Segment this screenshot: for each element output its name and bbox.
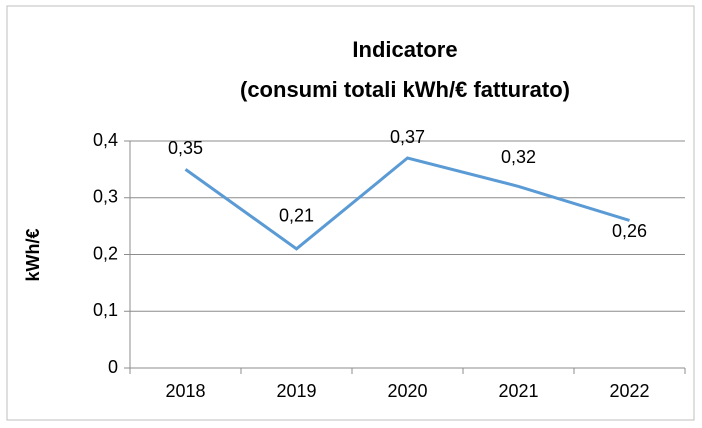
data-label: 0,26: [612, 221, 647, 241]
y-tick-label: 0,1: [93, 300, 118, 320]
y-axis-label: kWh/€: [23, 228, 43, 281]
data-label: 0,32: [501, 147, 536, 167]
data-label: 0,21: [279, 206, 314, 226]
y-tick-label: 0,4: [93, 130, 118, 150]
y-tick-label: 0,2: [93, 243, 118, 263]
x-tick-label: 2018: [165, 381, 205, 401]
x-tick-label: 2022: [609, 381, 649, 401]
x-tick-label: 2020: [387, 381, 427, 401]
chart-title: Indicatore: [352, 37, 457, 62]
chart-title: (consumi totali kWh/€ fatturato): [240, 77, 570, 102]
data-label: 0,35: [168, 138, 203, 158]
x-tick-label: 2019: [276, 381, 316, 401]
data-label: 0,37: [390, 127, 425, 147]
y-tick-label: 0: [108, 357, 118, 377]
chart-border: [6, 5, 695, 421]
data-line: [184, 156, 630, 251]
y-tick-label: 0,3: [93, 187, 118, 207]
x-tick-label: 2021: [498, 381, 538, 401]
